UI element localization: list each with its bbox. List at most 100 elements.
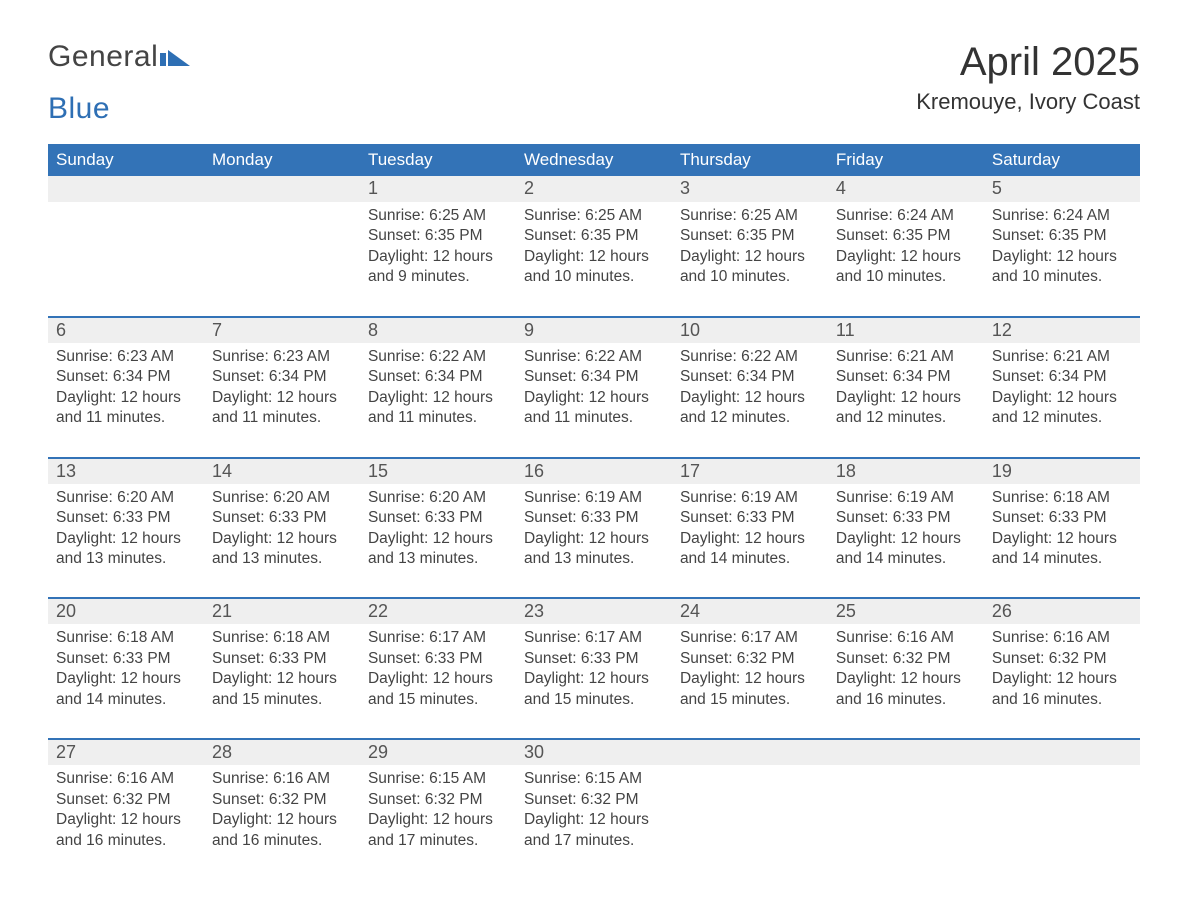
sunset-text: Sunset: 6:34 PM [212, 367, 352, 387]
day-detail-cell: Sunrise: 6:21 AMSunset: 6:34 PMDaylight:… [984, 343, 1140, 457]
sunrise-text: Sunrise: 6:19 AM [524, 488, 664, 508]
day-number-cell: 13 [48, 457, 204, 484]
day-detail-cell: Sunrise: 6:19 AMSunset: 6:33 PMDaylight:… [672, 484, 828, 598]
day-name: Wednesday [516, 144, 672, 176]
day-number-cell: 30 [516, 738, 672, 765]
daylight-text: Daylight: 12 hours and 10 minutes. [992, 247, 1132, 288]
sunset-text: Sunset: 6:35 PM [836, 226, 976, 246]
day-detail-cell: Sunrise: 6:17 AMSunset: 6:33 PMDaylight:… [516, 624, 672, 738]
day-number-cell [984, 738, 1140, 765]
day-detail-row: Sunrise: 6:23 AMSunset: 6:34 PMDaylight:… [48, 343, 1140, 457]
sunset-text: Sunset: 6:32 PM [56, 790, 196, 810]
daylight-text: Daylight: 12 hours and 17 minutes. [524, 810, 664, 851]
day-detail-cell: Sunrise: 6:20 AMSunset: 6:33 PMDaylight:… [204, 484, 360, 598]
daylight-text: Daylight: 12 hours and 16 minutes. [212, 810, 352, 851]
sunrise-text: Sunrise: 6:19 AM [836, 488, 976, 508]
day-detail-cell: Sunrise: 6:15 AMSunset: 6:32 PMDaylight:… [360, 765, 516, 877]
day-number-row: 27282930 [48, 738, 1140, 765]
day-number-cell: 7 [204, 316, 360, 343]
calendar-page: General Blue April 2025 Kremouye, Ivory … [0, 0, 1188, 907]
daylight-text: Daylight: 12 hours and 11 minutes. [368, 388, 508, 429]
calendar-body: 12345Sunrise: 6:25 AMSunset: 6:35 PMDayl… [48, 176, 1140, 877]
logo-flag-icon [160, 40, 190, 74]
sunrise-text: Sunrise: 6:18 AM [212, 628, 352, 648]
sunset-text: Sunset: 6:32 PM [368, 790, 508, 810]
day-detail-cell: Sunrise: 6:25 AMSunset: 6:35 PMDaylight:… [360, 202, 516, 316]
day-detail-cell: Sunrise: 6:19 AMSunset: 6:33 PMDaylight:… [516, 484, 672, 598]
sunset-text: Sunset: 6:33 PM [56, 508, 196, 528]
sunrise-text: Sunrise: 6:21 AM [992, 347, 1132, 367]
day-number-cell: 27 [48, 738, 204, 765]
sunrise-text: Sunrise: 6:17 AM [524, 628, 664, 648]
day-number-cell: 4 [828, 176, 984, 202]
daylight-text: Daylight: 12 hours and 17 minutes. [368, 810, 508, 851]
daylight-text: Daylight: 12 hours and 13 minutes. [368, 529, 508, 570]
day-detail-cell: Sunrise: 6:24 AMSunset: 6:35 PMDaylight:… [828, 202, 984, 316]
day-detail-cell: Sunrise: 6:17 AMSunset: 6:32 PMDaylight:… [672, 624, 828, 738]
day-number-cell: 11 [828, 316, 984, 343]
day-name: Thursday [672, 144, 828, 176]
logo-word-1: General [48, 40, 158, 73]
day-name: Sunday [48, 144, 204, 176]
sunrise-text: Sunrise: 6:18 AM [56, 628, 196, 648]
daylight-text: Daylight: 12 hours and 15 minutes. [680, 669, 820, 710]
day-number-cell: 1 [360, 176, 516, 202]
logo-text: General Blue [48, 40, 190, 126]
day-number-cell: 22 [360, 597, 516, 624]
day-number-cell: 2 [516, 176, 672, 202]
day-detail-cell: Sunrise: 6:16 AMSunset: 6:32 PMDaylight:… [204, 765, 360, 877]
day-number-cell: 8 [360, 316, 516, 343]
day-number-cell [828, 738, 984, 765]
day-detail-row: Sunrise: 6:16 AMSunset: 6:32 PMDaylight:… [48, 765, 1140, 877]
daylight-text: Daylight: 12 hours and 14 minutes. [992, 529, 1132, 570]
daylight-text: Daylight: 12 hours and 11 minutes. [212, 388, 352, 429]
day-number-cell: 25 [828, 597, 984, 624]
day-detail-cell: Sunrise: 6:20 AMSunset: 6:33 PMDaylight:… [360, 484, 516, 598]
sunset-text: Sunset: 6:32 PM [212, 790, 352, 810]
daylight-text: Daylight: 12 hours and 16 minutes. [56, 810, 196, 851]
day-number-row: 20212223242526 [48, 597, 1140, 624]
sunrise-text: Sunrise: 6:18 AM [992, 488, 1132, 508]
day-number-cell: 15 [360, 457, 516, 484]
day-name: Monday [204, 144, 360, 176]
day-detail-row: Sunrise: 6:25 AMSunset: 6:35 PMDaylight:… [48, 202, 1140, 316]
daylight-text: Daylight: 12 hours and 15 minutes. [212, 669, 352, 710]
sunset-text: Sunset: 6:34 PM [524, 367, 664, 387]
day-detail-cell [672, 765, 828, 877]
day-name: Friday [828, 144, 984, 176]
day-number-cell [672, 738, 828, 765]
sunrise-text: Sunrise: 6:23 AM [56, 347, 196, 367]
sunset-text: Sunset: 6:33 PM [992, 508, 1132, 528]
day-detail-cell [984, 765, 1140, 877]
day-number-cell: 17 [672, 457, 828, 484]
day-number-cell: 10 [672, 316, 828, 343]
day-detail-cell: Sunrise: 6:15 AMSunset: 6:32 PMDaylight:… [516, 765, 672, 877]
sunrise-text: Sunrise: 6:22 AM [368, 347, 508, 367]
sunset-text: Sunset: 6:33 PM [524, 508, 664, 528]
daylight-text: Daylight: 12 hours and 9 minutes. [368, 247, 508, 288]
sunrise-text: Sunrise: 6:16 AM [992, 628, 1132, 648]
sunset-text: Sunset: 6:34 PM [680, 367, 820, 387]
logo-word-2: Blue [48, 92, 110, 125]
day-detail-cell: Sunrise: 6:16 AMSunset: 6:32 PMDaylight:… [828, 624, 984, 738]
sunrise-text: Sunrise: 6:21 AM [836, 347, 976, 367]
day-name: Tuesday [360, 144, 516, 176]
daylight-text: Daylight: 12 hours and 10 minutes. [836, 247, 976, 288]
sunrise-text: Sunrise: 6:19 AM [680, 488, 820, 508]
daylight-text: Daylight: 12 hours and 16 minutes. [992, 669, 1132, 710]
daylight-text: Daylight: 12 hours and 14 minutes. [680, 529, 820, 570]
sunset-text: Sunset: 6:35 PM [992, 226, 1132, 246]
day-number-cell: 20 [48, 597, 204, 624]
day-number-cell: 9 [516, 316, 672, 343]
day-number-cell: 28 [204, 738, 360, 765]
sunset-text: Sunset: 6:34 PM [992, 367, 1132, 387]
day-detail-cell: Sunrise: 6:16 AMSunset: 6:32 PMDaylight:… [984, 624, 1140, 738]
day-detail-cell: Sunrise: 6:24 AMSunset: 6:35 PMDaylight:… [984, 202, 1140, 316]
sunrise-text: Sunrise: 6:20 AM [56, 488, 196, 508]
daylight-text: Daylight: 12 hours and 14 minutes. [836, 529, 976, 570]
day-number-cell: 23 [516, 597, 672, 624]
sunset-text: Sunset: 6:35 PM [524, 226, 664, 246]
sunrise-text: Sunrise: 6:15 AM [368, 769, 508, 789]
day-number-cell: 14 [204, 457, 360, 484]
day-detail-cell: Sunrise: 6:18 AMSunset: 6:33 PMDaylight:… [204, 624, 360, 738]
